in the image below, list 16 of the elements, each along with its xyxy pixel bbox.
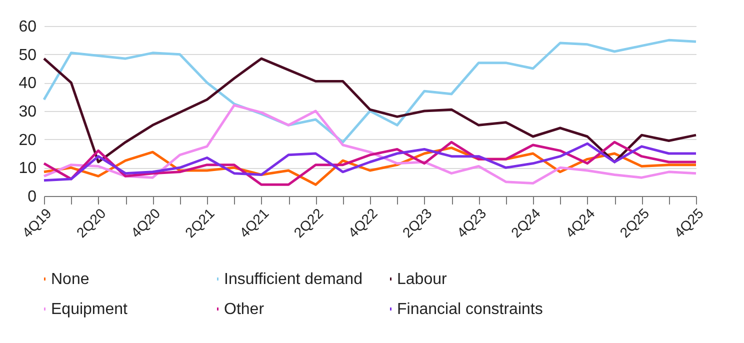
y-tick-label: 20 [18,132,37,149]
line-series [42,38,698,144]
y-tick-label: 50 [18,46,37,64]
y-tick-label: 30 [18,104,37,120]
legend-label: Insufficient demand [224,271,362,288]
legend-label: Other [224,301,265,318]
y-tick-label: 40 [18,75,37,92]
line-series [42,57,698,164]
line-series [42,104,698,184]
legend-label: Financial constraints [397,301,543,318]
legend-label: Labour [397,271,448,288]
y-tick-label: 60 [18,18,37,36]
legend-label: Equipment [51,301,128,318]
y-tick-label: 10 [18,160,37,178]
y-tick-label: 0 [28,188,37,206]
legend-label: None [51,271,90,288]
